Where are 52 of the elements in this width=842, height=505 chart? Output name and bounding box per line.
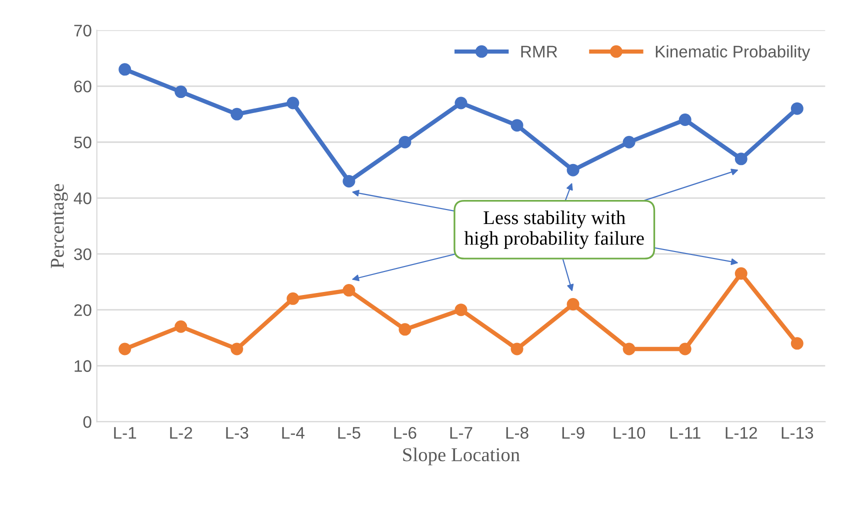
point <box>734 152 748 166</box>
point <box>454 96 468 110</box>
point <box>678 114 692 126</box>
x-tick-label: L-2 <box>170 426 192 439</box>
point <box>678 342 692 356</box>
x-tick-label: L-7 <box>450 427 472 439</box>
y-tick-label: 40 <box>74 192 92 204</box>
point <box>510 342 524 356</box>
x-tick-label: L-4 <box>282 427 304 439</box>
point <box>510 119 524 132</box>
point <box>118 342 132 356</box>
y-tick-label: 30 <box>74 248 92 260</box>
annotation: Less stability with high probability failure <box>464 210 644 249</box>
point <box>342 284 356 297</box>
point <box>286 96 300 110</box>
y-tick-label: 0 <box>83 416 92 428</box>
point <box>286 292 300 305</box>
x-tick-label: L-6 <box>394 426 416 439</box>
point <box>622 136 636 148</box>
legend-label: Kinematic Probability <box>656 45 810 61</box>
point <box>566 164 580 176</box>
x-tick-label: L-10 <box>614 426 646 439</box>
point <box>622 342 636 356</box>
x-axis-title: Slope Location <box>403 448 520 466</box>
x-tick-label: L-5 <box>338 427 360 439</box>
point <box>174 320 188 333</box>
x-tick-label: L-11 <box>670 427 700 439</box>
point <box>398 323 412 336</box>
x-tick-label: L-12 <box>726 426 757 439</box>
point <box>790 337 804 350</box>
y-tick-label: 60 <box>74 80 92 92</box>
y-tick-label: 20 <box>74 304 92 316</box>
x-tick-label: L-13 <box>782 426 814 439</box>
point <box>566 298 580 311</box>
legend-label: RMR <box>521 46 558 58</box>
point <box>398 136 412 148</box>
y-tick-label: 10 <box>74 360 92 372</box>
y-axis-title: Percentage <box>50 184 68 268</box>
point <box>118 63 132 76</box>
point <box>790 102 804 115</box>
y-tick-label: 50 <box>74 136 92 148</box>
x-tick-label: L-9 <box>562 426 584 439</box>
point <box>230 342 244 356</box>
point <box>342 175 356 188</box>
y-tick-label: 70 <box>74 24 92 37</box>
x-tick-label: L-3 <box>226 426 248 439</box>
point <box>454 304 468 316</box>
x-tick-label: L-1 <box>114 427 136 439</box>
point <box>174 86 188 98</box>
point <box>230 108 244 120</box>
x-tick-label: L-8 <box>506 426 528 439</box>
point <box>734 267 748 280</box>
